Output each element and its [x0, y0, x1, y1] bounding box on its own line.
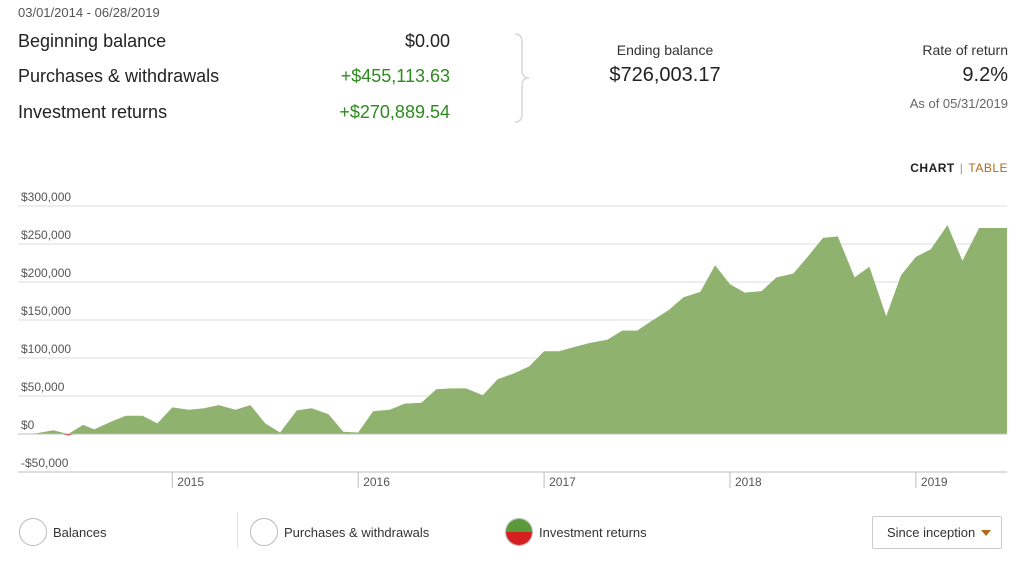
purchases-row: Purchases & withdrawals +$455,113.63 [18, 66, 450, 87]
balances-radio-icon [19, 518, 47, 546]
beginning-balance-value: $0.00 [404, 31, 450, 51]
x-tick-label: 2016 [363, 475, 390, 489]
investment-returns-label: Investment returns [18, 102, 168, 122]
beginning-balance-row: Beginning balance $0.00 [18, 31, 450, 52]
investment-returns-radio-icon [505, 518, 533, 546]
y-tick-label: -$50,000 [21, 456, 69, 470]
rate-of-return-value: 9.2% [962, 64, 1008, 86]
legend-investment-returns[interactable]: Investment returns [505, 518, 647, 546]
series-area-investment-returns [18, 225, 1007, 434]
chevron-down-icon [981, 530, 991, 536]
y-tick-label: $250,000 [21, 228, 71, 242]
investment-returns-value: +$270,889.54 [339, 102, 450, 122]
ending-balance-value: $726,003.17 [609, 64, 721, 86]
x-tick-label: 2019 [921, 475, 948, 489]
chart-axis-layer: $300,000 $250,000 $200,000 $150,000 $100,000… [18, 190, 1007, 489]
y-tick-label: $300,000 [21, 190, 71, 204]
rate-of-return-asof: As of 05/31/2019 [909, 96, 1008, 111]
legend-purchases-label: Purchases & withdrawals [284, 524, 430, 540]
legend-balances-label: Balances [53, 524, 107, 540]
ending-balance-label: Ending balance [616, 42, 714, 58]
date-range: 03/01/2014 - 06/28/2019 [18, 5, 160, 20]
beginning-balance-label: Beginning balance [18, 31, 167, 51]
view-toggle: CHART | TABLE [910, 161, 1008, 175]
investment-returns-row: Investment returns +$270,889.54 [18, 102, 450, 123]
y-tick-label: $200,000 [21, 266, 71, 280]
legend-purchases[interactable]: Purchases & withdrawals [250, 518, 429, 546]
period-select[interactable]: Since inception [872, 516, 1002, 549]
summary-brace-icon [514, 33, 530, 123]
y-tick-label: $150,000 [21, 304, 71, 318]
purchases-value: +$455,113.63 [340, 66, 450, 86]
chart-area-layer [18, 225, 1007, 436]
rate-of-return-label: Rate of return [922, 42, 1008, 58]
x-tick-label: 2015 [177, 475, 204, 489]
y-tick-label: $100,000 [21, 342, 71, 356]
purchases-label: Purchases & withdrawals [18, 66, 220, 86]
y-tick-label: $50,000 [21, 380, 65, 394]
x-tick-label: 2017 [549, 475, 576, 489]
chart-view-tab[interactable]: CHART [910, 161, 955, 175]
table-view-tab[interactable]: TABLE [968, 161, 1008, 175]
legend-divider [237, 512, 238, 548]
view-toggle-separator: | [959, 161, 964, 175]
legend-balances[interactable]: Balances [19, 518, 106, 546]
purchases-radio-icon [250, 518, 278, 546]
x-tick-label: 2018 [735, 475, 762, 489]
y-tick-label: $0 [21, 418, 35, 432]
period-select-value: Since inception [887, 525, 976, 540]
legend-investment-returns-label: Investment returns [539, 524, 647, 540]
balance-chart: $300,000 $250,000 $200,000 $150,000 $100,000… [18, 190, 1007, 489]
